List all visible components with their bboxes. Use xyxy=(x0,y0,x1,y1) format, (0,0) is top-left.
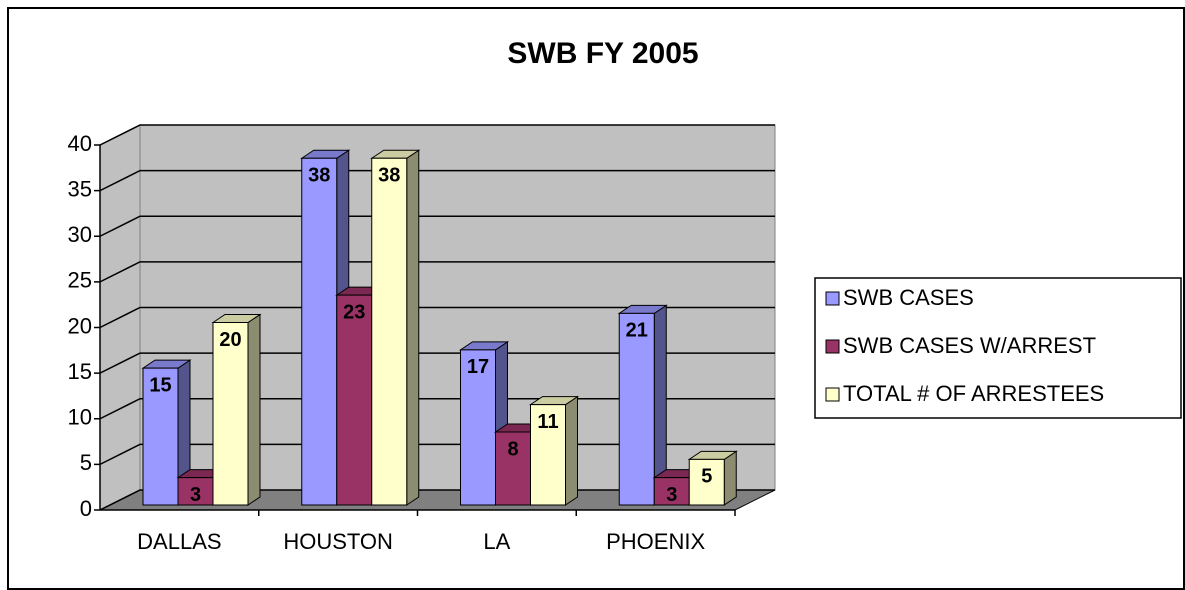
bar-side-shade xyxy=(406,150,419,505)
bar xyxy=(688,458,725,506)
y-tick-label: 30 xyxy=(68,222,92,247)
data-label: 21 xyxy=(626,320,648,342)
bar-top-shade xyxy=(460,341,508,350)
bar-top-shade xyxy=(619,305,667,314)
grid-line xyxy=(99,306,775,329)
y-tick-label: 35 xyxy=(68,176,92,201)
y-tick-label: 0 xyxy=(80,496,92,521)
x-tick-label: LA xyxy=(483,529,510,554)
bar-top-shade xyxy=(530,396,578,405)
y-tick-label: 5 xyxy=(80,450,92,475)
chart-title: SWB FY 2005 xyxy=(507,37,698,70)
legend-swatch xyxy=(825,291,840,306)
bar-side-shade xyxy=(565,396,578,505)
bar xyxy=(177,477,214,506)
bar xyxy=(653,477,690,506)
bar-side-shade xyxy=(178,360,190,505)
bar xyxy=(618,312,655,506)
bar xyxy=(336,294,373,506)
grid-line xyxy=(99,261,775,283)
data-label: 5 xyxy=(701,466,712,488)
y-tick-label: 40 xyxy=(68,131,92,156)
y-tick-label: 15 xyxy=(68,359,92,384)
data-label: 23 xyxy=(343,301,365,323)
grid-line xyxy=(99,352,775,374)
legend-swatch xyxy=(825,339,840,354)
data-label: 20 xyxy=(219,329,241,351)
legend-box xyxy=(814,277,1182,419)
data-label: 17 xyxy=(467,356,489,378)
legend-label: SWB CASES W/ARREST xyxy=(843,333,1096,358)
y-tick-label: 10 xyxy=(68,405,92,430)
data-label: 3 xyxy=(190,484,201,506)
bar xyxy=(142,367,179,506)
data-label: 8 xyxy=(507,438,518,460)
bar xyxy=(301,157,338,506)
bar-side-shade xyxy=(724,451,737,505)
legend-label: SWB CASES xyxy=(843,285,974,310)
legend-swatch xyxy=(825,387,840,402)
data-label: 3 xyxy=(666,484,677,506)
grid-line xyxy=(99,215,775,237)
data-label: 11 xyxy=(537,411,558,433)
bar-top-shade xyxy=(213,314,260,323)
grid-line xyxy=(99,169,775,192)
x-tick-label: HOUSTON xyxy=(283,529,393,554)
grid-line xyxy=(99,124,775,146)
y-tick-label: 20 xyxy=(68,313,92,338)
data-label: 38 xyxy=(378,165,400,187)
bar xyxy=(212,322,249,506)
bar-top-shade xyxy=(689,451,737,460)
y-tick-label: 25 xyxy=(68,268,92,293)
bar-top-shade xyxy=(371,150,419,159)
x-tick-label: DALLAS xyxy=(137,529,221,554)
bar xyxy=(371,157,408,506)
bar-top-shade xyxy=(301,150,349,159)
bar-side-shade xyxy=(248,314,260,505)
legend-label: TOTAL # OF ARRESTEES xyxy=(843,381,1104,406)
data-label: 15 xyxy=(149,374,171,396)
bar-top-shade xyxy=(143,360,190,369)
data-label: 38 xyxy=(308,165,330,187)
x-tick-label: PHOENIX xyxy=(606,529,705,554)
bar xyxy=(460,349,496,506)
bar-side-shade xyxy=(654,305,667,505)
bar xyxy=(530,404,566,506)
